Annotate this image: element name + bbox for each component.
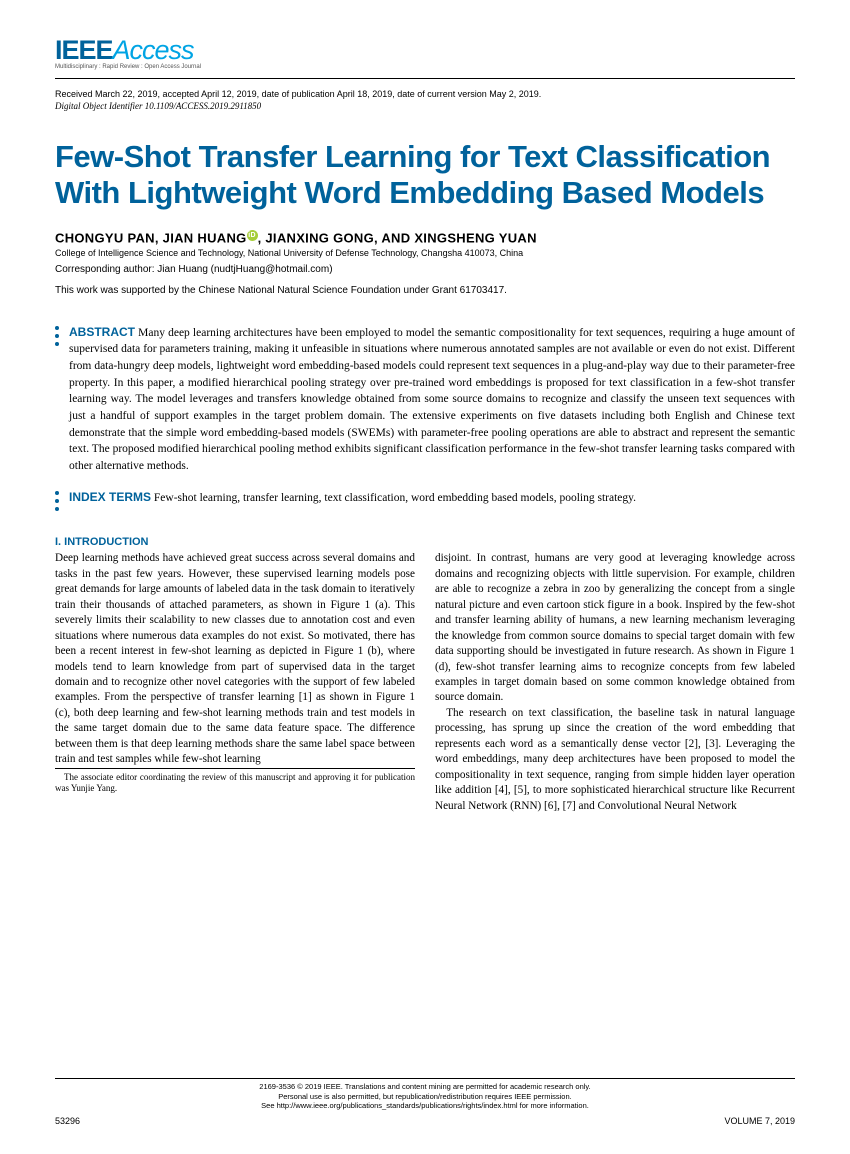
footer-permission: Personal use is also permitted, but repu… xyxy=(55,1092,795,1102)
logo-tagline: Multidisciplinary : Rapid Review : Open … xyxy=(55,64,795,70)
footer-copyright: 2169-3536 © 2019 IEEE. Translations and … xyxy=(55,1082,795,1092)
doi: Digital Object Identifier 10.1109/ACCESS… xyxy=(55,101,795,111)
orcid-icon: iD xyxy=(247,230,258,241)
paper-title: Few-Shot Transfer Learning for Text Clas… xyxy=(55,139,795,210)
index-marker xyxy=(55,491,59,515)
journal-logo: IEEEAccess Multidisciplinary : Rapid Rev… xyxy=(55,35,795,70)
logo-ieee: IEEE xyxy=(55,35,113,65)
logo-access: Access xyxy=(113,35,194,65)
body-text: Deep learning methods have achieved grea… xyxy=(55,551,795,814)
author-names: CHONGYU PAN, JIAN HUANGiD, JIANXING GONG… xyxy=(55,230,795,245)
page-footer: 2169-3536 © 2019 IEEE. Translations and … xyxy=(55,1078,795,1126)
index-terms-text: Few-shot learning, transfer learning, te… xyxy=(154,492,636,504)
footer-divider xyxy=(55,1078,795,1079)
footer-moreinfo: See http://www.ieee.org/publications_sta… xyxy=(55,1101,795,1111)
corresponding-author: Corresponding author: Jian Huang (nudtjH… xyxy=(55,264,795,275)
publication-dates: Received March 22, 2019, accepted April … xyxy=(55,89,795,99)
authors-section: CHONGYU PAN, JIAN HUANGiD, JIANXING GONG… xyxy=(55,230,795,295)
editor-note: The associate editor coordinating the re… xyxy=(55,768,415,795)
abstract-label: ABSTRACT xyxy=(69,325,135,339)
section-1-heading: I. INTRODUCTION xyxy=(55,536,795,548)
abstract-block: ABSTRACT Many deep learning architecture… xyxy=(55,324,795,475)
abstract-marker xyxy=(55,326,59,350)
abstract-text: Many deep learning architectures have be… xyxy=(69,327,795,472)
funding-support: This work was supported by the Chinese N… xyxy=(55,285,795,296)
affiliation: College of Intelligence Science and Tech… xyxy=(55,248,795,258)
index-terms-block: INDEX TERMS Few-shot learning, transfer … xyxy=(55,489,795,507)
intro-para-3: The research on text classification, the… xyxy=(435,706,795,814)
intro-para-2: disjoint. In contrast, humans are very g… xyxy=(435,551,795,706)
index-terms-label: INDEX TERMS xyxy=(69,490,151,504)
volume-info: VOLUME 7, 2019 xyxy=(724,1116,795,1126)
top-divider xyxy=(55,78,795,79)
page-number: 53296 xyxy=(55,1116,80,1126)
intro-para-1: Deep learning methods have achieved grea… xyxy=(55,551,415,767)
